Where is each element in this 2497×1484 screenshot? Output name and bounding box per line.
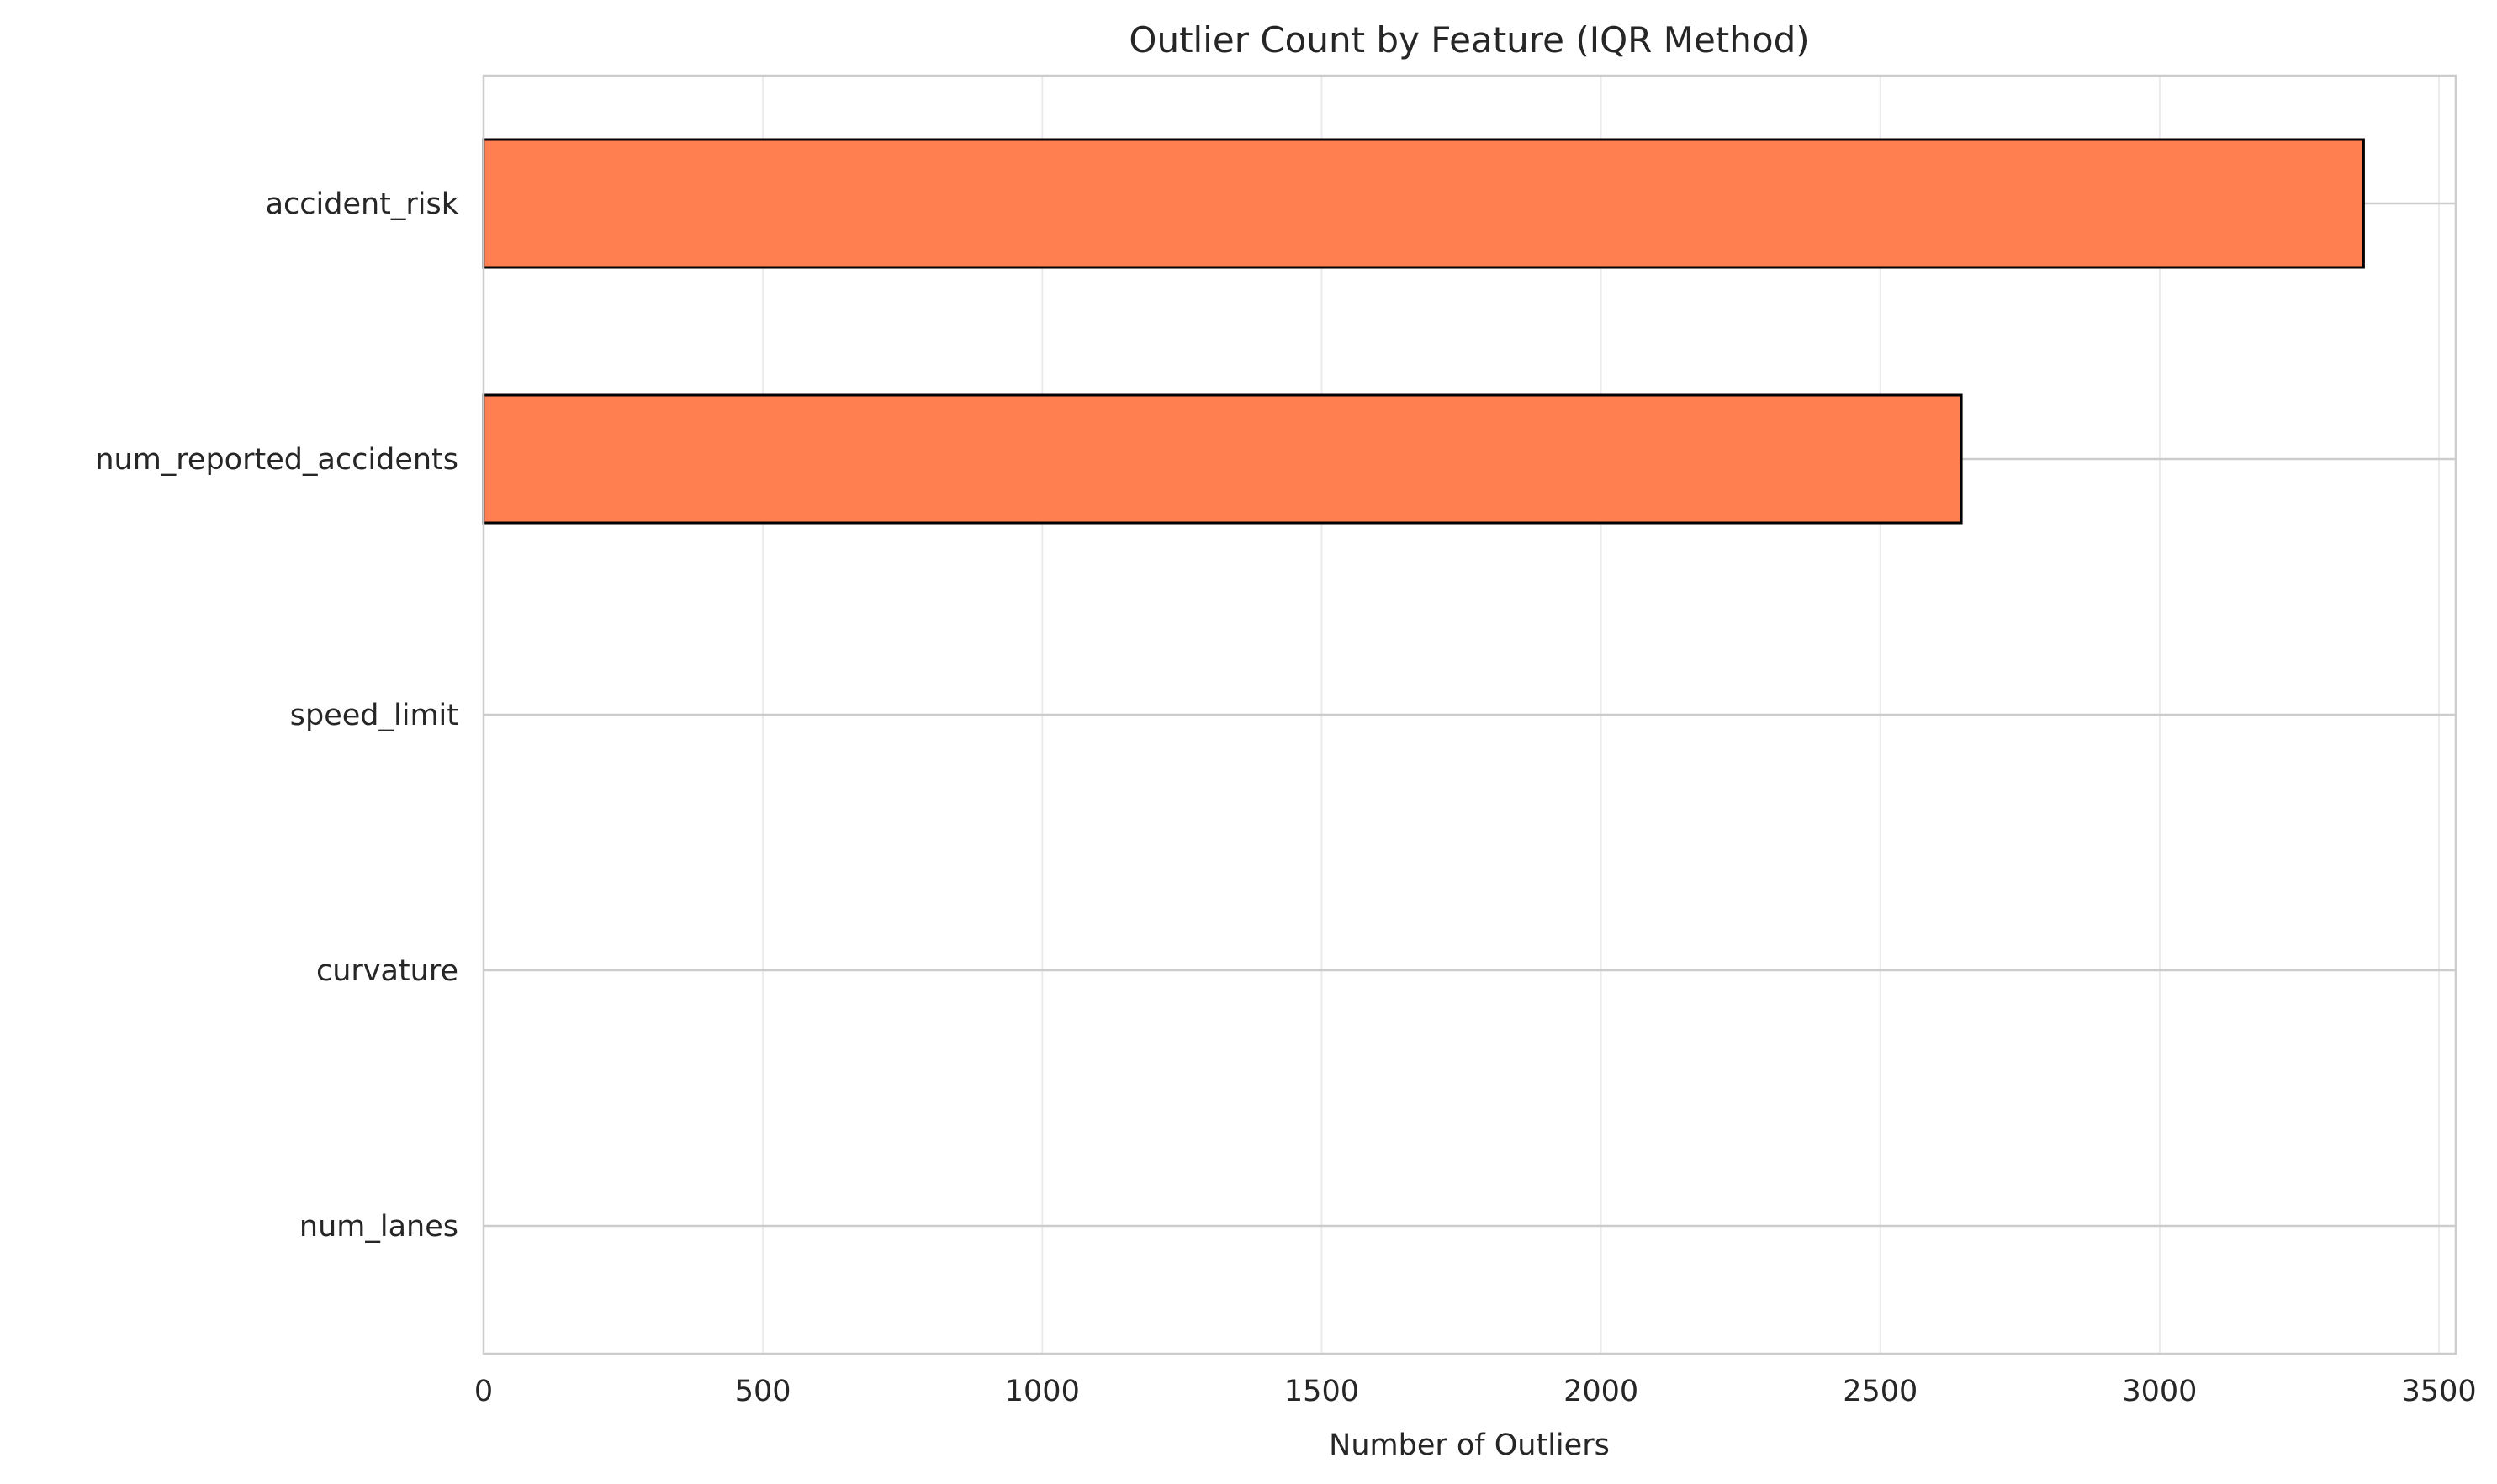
x-tick-label: 2000 <box>1563 1375 1638 1408</box>
x-tick-label: 1500 <box>1284 1375 1359 1408</box>
y-tick-label: num_lanes <box>299 1210 458 1244</box>
x-tick-label: 0 <box>474 1375 493 1408</box>
y-tick-label: curvature <box>316 954 458 988</box>
y-tick-label: num_reported_accidents <box>95 443 458 477</box>
x-tick-label: 1000 <box>1005 1375 1080 1408</box>
x-tick-label: 2500 <box>1843 1375 1918 1408</box>
x-tick-labels: 0 500 1000 1500 2000 2500 3000 3500 <box>474 1375 2477 1408</box>
y-tick-labels: accident_risk num_reported_accidentsspeed… <box>95 187 458 1244</box>
plot-area-frame <box>482 74 2457 1355</box>
y-tick-label: accident_risk <box>266 187 459 221</box>
y-tick-label: speed_limit <box>290 699 458 732</box>
x-tick-label: 3500 <box>2402 1375 2477 1408</box>
bars <box>482 138 2365 525</box>
x-tick-label: 500 <box>735 1375 791 1408</box>
x-axis-label: Number of Outliers <box>1329 1429 1610 1462</box>
bar-num-reported-accidents <box>482 393 1963 525</box>
x-tick-label: 3000 <box>2122 1375 2197 1408</box>
chart-title: Outlier Count by Feature (IQR Method) <box>1129 19 1809 61</box>
bar-accident-risk <box>482 138 2365 269</box>
